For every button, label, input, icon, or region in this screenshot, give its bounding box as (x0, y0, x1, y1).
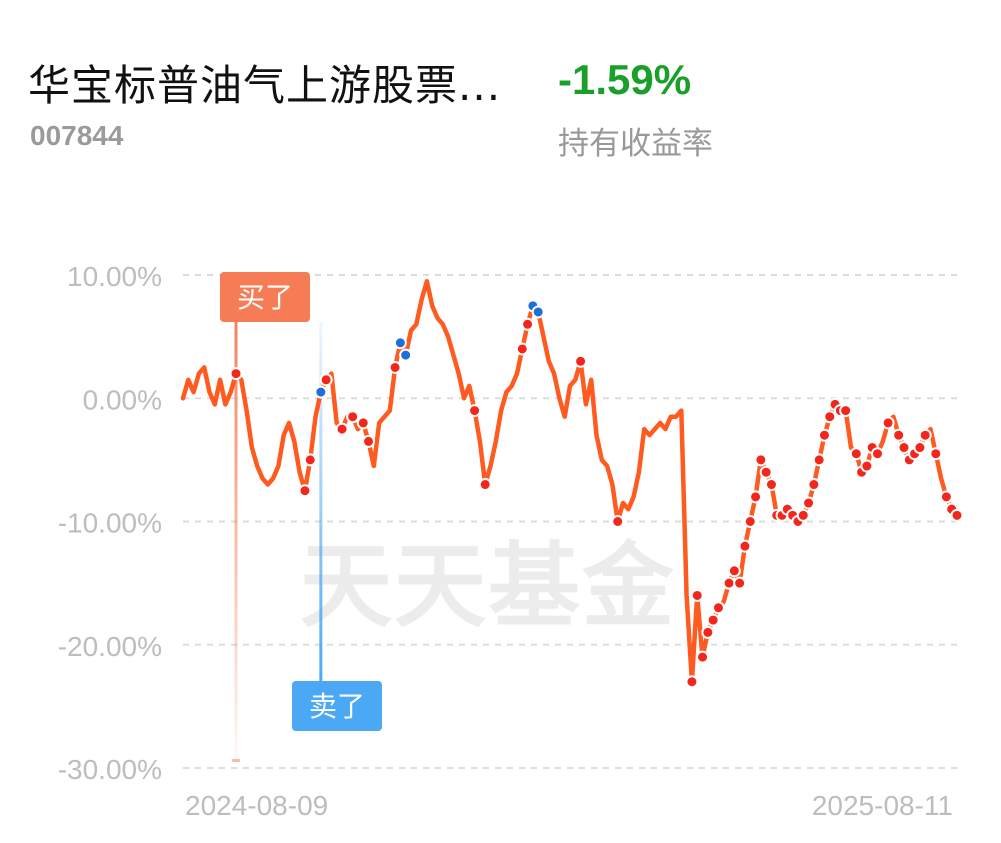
buy-dot (319, 373, 333, 387)
buy-dot (229, 367, 243, 381)
y-tick-label: 10.00% (67, 261, 162, 292)
buy-dot (335, 422, 349, 436)
buy-dot (802, 496, 816, 510)
sell-dot (393, 336, 407, 350)
buy-dot (362, 434, 376, 448)
buy-dot (759, 465, 773, 479)
y-tick-label: -30.00% (58, 754, 162, 785)
buy-dot (812, 453, 826, 467)
buy-dot (685, 675, 699, 689)
buy-dot (764, 478, 778, 492)
buy-dot (897, 441, 911, 455)
y-tick-label: -10.00% (58, 508, 162, 539)
buy-marker-foot (232, 759, 241, 762)
buy-dot (298, 484, 312, 498)
series-line (180, 278, 960, 684)
buy-dot (849, 447, 863, 461)
buy-dot (950, 508, 964, 522)
sell-dot (399, 348, 413, 362)
fund-name: 华宝标普油气上游股票... (28, 61, 502, 110)
x-tick-label-start: 2024-08-09 (185, 790, 328, 821)
watermark: 天天基金 (300, 533, 677, 640)
buy-dot (749, 490, 763, 504)
y-tick-label: -20.00% (58, 631, 162, 662)
buy-dot (515, 342, 529, 356)
holding-return-label: 持有收益率 (558, 126, 713, 162)
buy-dot (727, 564, 741, 578)
buy-dot (722, 576, 736, 590)
sell-dot (314, 385, 328, 399)
x-tick-label-end: 2025-08-11 (812, 790, 953, 821)
buy-dot (388, 360, 402, 374)
buy-dot (468, 404, 482, 418)
buy-dot (478, 478, 492, 492)
buy-dot (913, 441, 927, 455)
buy-dot (939, 490, 953, 504)
buy-dot (733, 576, 747, 590)
buy-dot (711, 601, 725, 615)
buy-dot (754, 453, 768, 467)
buy-dot (892, 428, 906, 442)
buy-dot (701, 625, 715, 639)
buy-dot (881, 416, 895, 430)
buy-dot (706, 613, 720, 627)
buy-dot (870, 447, 884, 461)
buy-dot (346, 410, 360, 424)
buy-dot (796, 508, 810, 522)
buy-dot (690, 588, 704, 602)
buy-dot (823, 410, 837, 424)
sell-label-badge (292, 681, 382, 731)
fund-code: 007844 (30, 120, 124, 151)
buy-dot (303, 453, 317, 467)
buy-dot (356, 416, 370, 430)
buy-dot (807, 478, 821, 492)
buy-label-badge (220, 272, 310, 322)
buy-dot (696, 650, 710, 664)
buy-dot (929, 447, 943, 461)
buy-dot (611, 515, 625, 528)
holding-return-value: -1.59% (558, 56, 692, 103)
buy-dot (521, 317, 535, 331)
buy-dot (918, 428, 932, 442)
buy-marker-line (234, 298, 238, 764)
buy-dot (839, 404, 853, 418)
buy-dot (738, 539, 752, 553)
buy-dot (743, 515, 757, 528)
y-tick-label: 0.00% (83, 384, 162, 415)
sell-dot (531, 305, 545, 319)
buy-dot (817, 428, 831, 442)
buy-dot (860, 459, 874, 473)
buy-dot (574, 354, 588, 368)
sell-label-text: 卖了 (309, 690, 365, 723)
sell-marker-line (319, 322, 323, 684)
buy-label-text: 买了 (237, 281, 293, 314)
